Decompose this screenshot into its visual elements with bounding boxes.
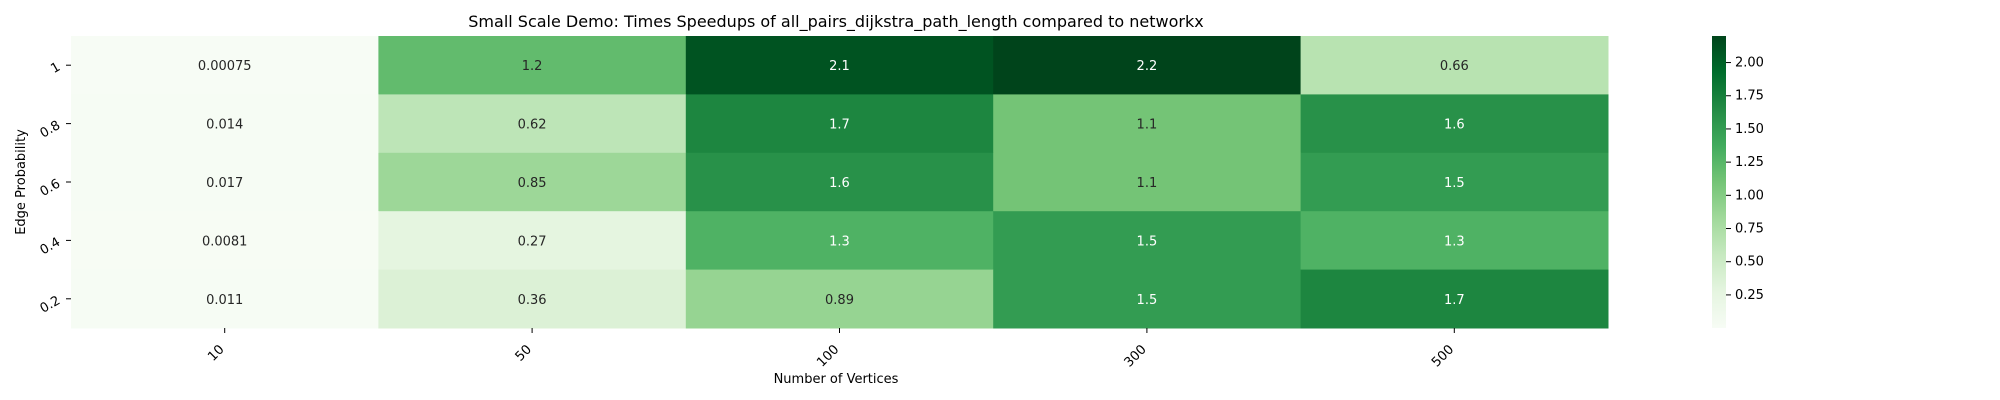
heatmap-cell	[1300, 152, 1609, 212]
cell-value-label: 2.1	[829, 59, 850, 74]
heatmap-cells	[71, 36, 1609, 329]
colorbar-tick-label: 0.50	[1735, 255, 1764, 270]
x-tick-label: 50	[513, 342, 535, 364]
heatmap-cell	[993, 269, 1302, 329]
cell-value-label: 1.7	[1444, 293, 1465, 308]
cell-value-label: 1.3	[829, 234, 850, 249]
y-axis: 1 0.8 0.6 0.4 0.2	[38, 60, 71, 317]
x-tick-label: 100	[814, 342, 842, 370]
cell-value-label: 0.014	[206, 118, 243, 133]
y-tick-label: 0.4	[38, 235, 63, 258]
colorbar-tick-label: 1.50	[1735, 122, 1764, 137]
cell-value-label: 1.1	[1137, 118, 1158, 133]
heatmap-cell	[1300, 211, 1609, 271]
cell-value-label: 1.1	[1137, 176, 1158, 191]
cell-value-label: 0.89	[825, 293, 854, 308]
heatmap-value-labels: 0.00075 1.2 2.1 2.2 0.66 0.014 0.62 1.7 1.1 1.6 0.…	[198, 59, 1469, 308]
colorbar-tick-label: 2.00	[1735, 56, 1764, 71]
heatmap-cell	[993, 152, 1302, 212]
x-axis: 10 50 100 300 500	[205, 328, 1457, 370]
heatmap-cell	[685, 152, 994, 212]
colorbar-tick-label: 1.75	[1735, 89, 1764, 104]
cell-value-label: 1.3	[1444, 234, 1465, 249]
y-tick-label: 0.8	[38, 118, 63, 141]
colorbar-gradient	[1712, 36, 1726, 328]
cell-value-label: 0.85	[518, 176, 547, 191]
cell-value-label: 1.5	[1444, 176, 1465, 191]
cell-value-label: 2.2	[1137, 59, 1158, 74]
cell-value-label: 0.011	[206, 293, 243, 308]
cell-value-label: 0.00075	[198, 59, 252, 74]
heatmap-cell	[71, 211, 379, 271]
heatmap-cell	[685, 94, 994, 154]
heatmap-cell	[71, 94, 379, 154]
cell-value-label: 0.36	[518, 293, 547, 308]
cell-value-label: 0.66	[1440, 59, 1469, 74]
heatmap-cell	[1300, 36, 1609, 95]
y-tick-label: 0.2	[38, 293, 63, 316]
heatmap-cell	[993, 211, 1302, 271]
x-tick-label: 300	[1122, 342, 1150, 370]
heatmap-cell	[993, 36, 1302, 95]
colorbar-tick-label: 0.25	[1735, 288, 1764, 303]
heatmap-cell	[378, 94, 687, 154]
x-tick-label: 10	[205, 342, 227, 364]
heatmap-cell	[378, 211, 687, 271]
heatmap-cell	[71, 36, 379, 95]
cell-value-label: 1.5	[1137, 293, 1158, 308]
colorbar: 0.25 0.50 0.75 1.00 1.25 1.50 1.75 2.00	[1712, 36, 1764, 328]
cell-value-label: 1.2	[522, 59, 543, 74]
heatmap-cell	[71, 269, 379, 329]
heatmap-cell	[1300, 94, 1609, 154]
x-tick-label: 500	[1429, 342, 1457, 370]
cell-value-label: 1.6	[1444, 118, 1465, 133]
colorbar-tick-label: 0.75	[1735, 222, 1764, 237]
heatmap-cell	[685, 36, 994, 95]
heatmap-cell	[685, 211, 994, 271]
y-axis-label: Edge Probability	[14, 129, 29, 235]
cell-value-label: 0.0081	[202, 234, 248, 249]
heatmap-cell	[1300, 269, 1609, 329]
colorbar-tick-label: 1.00	[1735, 188, 1764, 203]
cell-value-label: 0.27	[518, 234, 547, 249]
chart-title: Small Scale Demo: Times Speedups of all_…	[468, 12, 1203, 32]
cell-value-label: 1.6	[829, 176, 850, 191]
heatmap-cell	[378, 36, 687, 95]
heatmap-cell	[378, 152, 687, 212]
colorbar-tick-label: 1.25	[1735, 155, 1764, 170]
heatmap-cell	[993, 94, 1302, 154]
x-axis-label: Number of Vertices	[774, 372, 899, 387]
heatmap-cell	[378, 269, 687, 329]
heatmap-cell	[685, 269, 994, 329]
cell-value-label: 0.017	[206, 176, 243, 191]
cell-value-label: 1.5	[1137, 234, 1158, 249]
cell-value-label: 0.62	[518, 118, 547, 133]
heatmap-cell	[71, 152, 379, 212]
cell-value-label: 1.7	[829, 118, 850, 133]
y-tick-label: 1	[48, 60, 63, 77]
y-tick-label: 0.6	[38, 176, 63, 199]
